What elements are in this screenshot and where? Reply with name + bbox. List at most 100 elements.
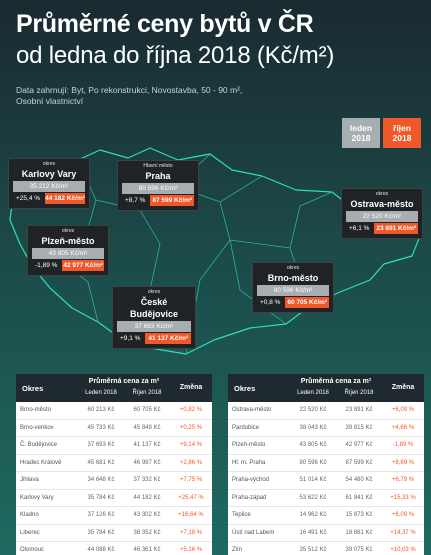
- cell-okres: Praha-západ: [232, 494, 267, 501]
- cell-okres: Hl. m. Praha: [232, 459, 266, 466]
- cell-okres: Ústí nad Labem: [232, 529, 275, 536]
- cell-oct: 46 987 Kč: [133, 459, 161, 466]
- table-row: Pardubice 38 043 Kč 39 815 Kč +4,66 %: [228, 420, 424, 437]
- cell-change: +7,75 %: [179, 477, 203, 484]
- cell-oct: 42 977 Kč: [345, 442, 373, 449]
- cell-okres: Liberec: [20, 529, 40, 536]
- cell-okres: Kladno: [20, 512, 39, 519]
- table-row: Liberec 35 784 Kč 38 352 Kč +7,18 %: [16, 525, 212, 542]
- col-okres: Okres: [234, 384, 256, 393]
- table-row: Č. Budějovice 37 693 Kč 41 137 Kč +9,14 %: [16, 437, 212, 455]
- col-jan: Leden 2018: [85, 390, 117, 396]
- cell-jan: 45 681 Kč: [87, 459, 115, 466]
- cell-change: +0,82 %: [179, 407, 203, 414]
- cell-okres: Teplice: [232, 512, 251, 519]
- card-name: Brno-město: [267, 273, 319, 283]
- card-name: Ostrava-město: [350, 199, 414, 209]
- card-jan-price: 43 805 Kč/m²: [32, 248, 104, 259]
- col-oct: Říjen 2018: [344, 390, 374, 396]
- table-row: Jihlava 34 648 Kč 37 332 Kč +7,75 %: [16, 472, 212, 490]
- cell-jan: 80 596 Kč: [299, 459, 327, 466]
- card-ostrava: okres Ostrava-město 22 520 Kč/m² +6,1 % 2…: [341, 188, 423, 239]
- card-type: okres: [61, 228, 75, 234]
- cell-jan: 51 014 Kč: [299, 477, 327, 484]
- card-change: +6,1 %: [349, 225, 370, 232]
- cell-okres: Brno-venkov: [20, 424, 54, 431]
- table-row: Praha-východ 51 014 Kč 54 480 Kč +6,79 %: [228, 472, 424, 490]
- col-oct: Říjen 2018: [132, 390, 162, 396]
- cell-change: +9,14 %: [179, 442, 203, 449]
- legend-oct-label: říjen: [393, 123, 411, 133]
- card-type: okres: [147, 289, 161, 295]
- table-row: Karlovy Vary 35 784 Kč 44 182 Kč +25,47 %: [16, 490, 212, 507]
- card-jan-price: 80 596 Kč/m²: [122, 183, 194, 194]
- cell-okres: Pardubice: [232, 424, 260, 431]
- cell-okres: Č. Budějovice: [20, 442, 58, 449]
- cell-jan: 37 693 Kč: [87, 442, 115, 449]
- card-change: +8,7 %: [125, 197, 146, 204]
- card-change: +0,8 %: [260, 299, 281, 306]
- card-type: okres: [286, 265, 300, 271]
- col-okres: Okres: [22, 384, 44, 393]
- cell-change: +4,66 %: [391, 424, 415, 431]
- col-avg-price: Průměrná cena za m²: [300, 378, 372, 385]
- col-change: Změna: [391, 384, 415, 391]
- cell-change: +25,47 %: [178, 494, 204, 501]
- card-name: Plzeň-město: [41, 236, 95, 246]
- cell-jan: 60 213 Kč: [87, 407, 115, 414]
- card-change: +25,4 %: [16, 195, 41, 202]
- table-body: Ostrava-město 22 520 Kč 23 891 Kč +6,09 % Pa…: [228, 402, 424, 555]
- cell-jan: 38 043 Kč: [299, 424, 327, 431]
- cell-jan: 14 962 Kč: [299, 512, 327, 519]
- cell-oct: 39 815 Kč: [345, 424, 373, 431]
- card-oct-price: 44 182 Kč/m²: [45, 193, 85, 204]
- card-oct-price: 87 599 Kč/m²: [150, 195, 194, 206]
- card-jan-price: 80 596 Kč/m²: [257, 285, 329, 296]
- card-praha: Hlavní město Praha 80 596 Kč/m² +8,7 % 87…: [117, 160, 199, 211]
- cell-jan: 53 622 Kč: [299, 494, 327, 501]
- cell-change: +6,09 %: [391, 407, 415, 414]
- cell-jan: 37 126 Kč: [87, 512, 115, 519]
- cell-oct: 46 361 Kč: [133, 547, 161, 554]
- legend-oct-year: 2018: [392, 133, 412, 143]
- card-jan-price: 35 212 Kč/m²: [13, 181, 85, 192]
- cell-oct: 61 841 Kč: [345, 494, 373, 501]
- cell-jan: 35 512 Kč: [299, 547, 327, 554]
- cell-oct: 23 891 Kč: [345, 407, 373, 414]
- page-title: Průměrné ceny bytů v ČR: [16, 10, 314, 38]
- cell-okres: Jihlava: [20, 477, 39, 484]
- card-name: České Budějovice: [129, 297, 178, 319]
- cell-okres: Hradec Králové: [20, 459, 62, 466]
- cell-oct: 18 861 Kč: [345, 529, 373, 536]
- cell-jan: 45 733 Kč: [87, 424, 115, 431]
- table-row: Kladno 37 126 Kč 43 302 Kč +16,64 %: [16, 507, 212, 525]
- card-type: okres: [42, 161, 56, 167]
- cell-change: +8,69 %: [391, 459, 415, 466]
- table-row: Praha-západ 53 622 Kč 61 841 Kč +15,33 %: [228, 490, 424, 507]
- card-oct-price: 41 137 Kč/m²: [145, 333, 191, 344]
- card-ceske-budejovice: okres České Budějovice 37 693 Kč/m² +9,1…: [112, 286, 196, 349]
- cell-jan: 35 784 Kč: [87, 494, 115, 501]
- cell-jan: 34 648 Kč: [87, 477, 115, 484]
- table-row: Olomouc 44 088 Kč 46 361 Kč +5,16 %: [16, 542, 212, 555]
- table-row: Ústí nad Labem 16 491 Kč 18 861 Kč +14,37 %: [228, 525, 424, 542]
- cell-okres: Praha-východ: [232, 477, 270, 484]
- cell-oct: 44 182 Kč: [133, 494, 161, 501]
- cell-change: +10,03 %: [390, 547, 416, 554]
- cell-oct: 60 705 Kč: [133, 407, 161, 414]
- card-type: Hlavní město: [143, 163, 173, 169]
- cell-change: +2,86 %: [179, 459, 203, 466]
- card-oct-price: 23 891 Kč/m²: [374, 223, 418, 234]
- cell-oct: 38 352 Kč: [133, 529, 161, 536]
- col-jan: Leden 2018: [297, 390, 329, 396]
- cell-jan: 43 805 Kč: [299, 442, 327, 449]
- cell-change: +0,25 %: [179, 424, 203, 431]
- data-note: Data zahrnují: Byt, Po rekonstrukci, Nov…: [16, 85, 243, 106]
- card-oct-price: 60 705 Kč/m²: [285, 297, 329, 308]
- cell-oct: 45 849 Kč: [133, 424, 161, 431]
- cell-change: +6,09 %: [391, 512, 415, 519]
- cell-oct: 87 599 Kč: [345, 459, 373, 466]
- cell-change: -1,89 %: [392, 442, 414, 449]
- cell-oct: 39 075 Kč: [345, 547, 373, 554]
- cell-okres: Karlovy Vary: [20, 494, 54, 501]
